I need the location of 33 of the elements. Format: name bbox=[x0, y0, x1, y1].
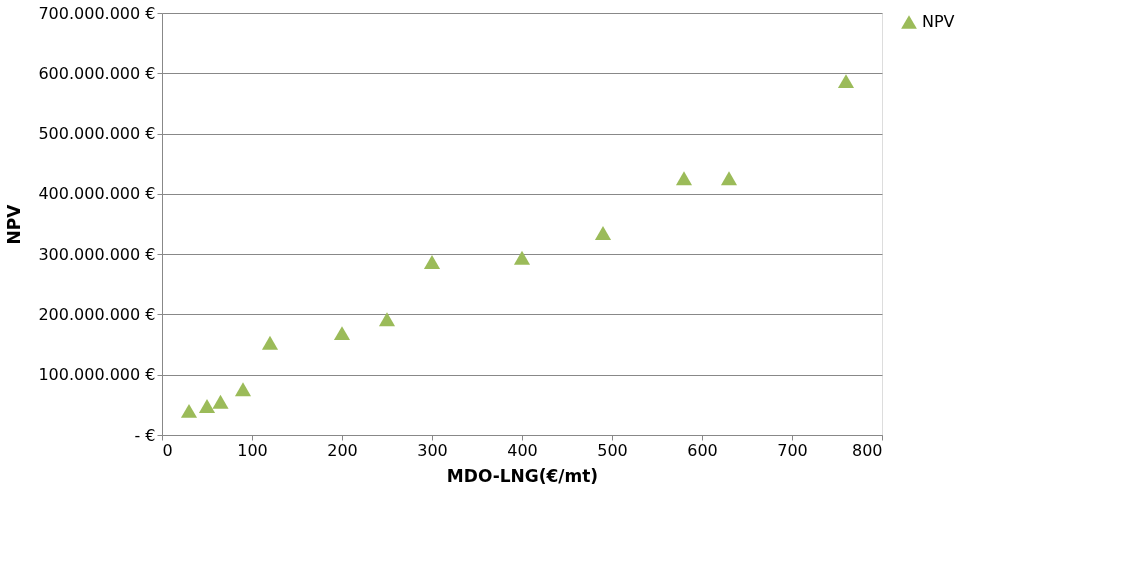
y-axis-title: NPV bbox=[4, 203, 25, 245]
y-tick-label: 600.000.000 € bbox=[38, 63, 156, 83]
point bbox=[720, 171, 738, 186]
point bbox=[180, 403, 198, 418]
point bbox=[198, 399, 216, 414]
point bbox=[513, 250, 531, 265]
y-tick-label: 100.000.000 € bbox=[38, 365, 156, 385]
x-tick-label: 700 bbox=[777, 440, 808, 460]
point bbox=[333, 326, 351, 341]
x-tick-label: 100 bbox=[237, 440, 268, 460]
point bbox=[423, 255, 441, 269]
x-tick-label: 500 bbox=[597, 440, 628, 460]
x-tick-label: 800 bbox=[851, 440, 883, 460]
y-tick-label: 200.000.000 € bbox=[38, 304, 156, 324]
point bbox=[234, 382, 252, 397]
y-tick-label: 300.000.000 € bbox=[38, 244, 156, 264]
y-tick-label: 500.000.000 € bbox=[38, 124, 156, 144]
y-tick-label: - € bbox=[134, 425, 156, 445]
legend-label: NPV bbox=[922, 12, 955, 31]
point bbox=[675, 171, 693, 186]
point bbox=[378, 312, 396, 327]
point bbox=[837, 74, 855, 89]
x-tick-label: 300 bbox=[417, 440, 448, 460]
x-tick-label: 0 bbox=[162, 440, 173, 460]
x-tick-label: 400 bbox=[507, 440, 538, 460]
point bbox=[594, 226, 612, 241]
y-tick-label: 400.000.000 € bbox=[38, 184, 156, 204]
point bbox=[261, 335, 279, 350]
x-axis-title: MDO-LNG(€/mt) bbox=[446, 465, 599, 486]
x-tick-label: 600 bbox=[687, 440, 718, 460]
y-tick-label: 700.000.000 € bbox=[38, 3, 156, 23]
point bbox=[212, 394, 229, 409]
x-tick-label: 200 bbox=[327, 440, 358, 460]
